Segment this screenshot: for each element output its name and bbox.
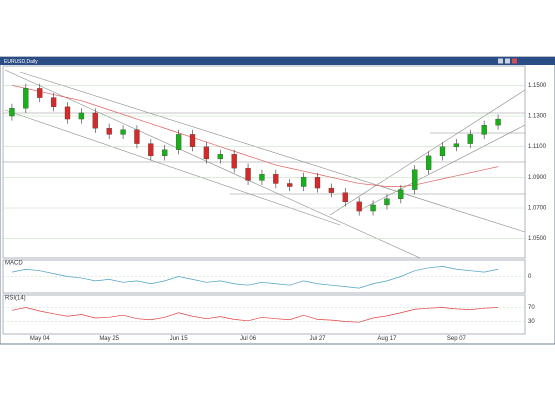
candle-body (9, 108, 15, 117)
candle-body (314, 177, 321, 189)
rsi-panel (2, 294, 526, 335)
channel-lines (3, 69, 526, 259)
candle-body (217, 154, 223, 160)
candle-body (50, 97, 57, 107)
candle-body (92, 112, 98, 129)
window-title: EURUSD,Daily (4, 59, 38, 65)
x-tick-label: May 04 (30, 336, 50, 342)
candle-body (300, 177, 307, 187)
candle-body (259, 174, 265, 181)
candle-body (287, 183, 293, 187)
close-button[interactable] (512, 58, 517, 64)
y-tick-label: 1.0900 (528, 175, 547, 181)
candle-body (148, 143, 154, 157)
candle-body (64, 106, 71, 120)
candle-body (106, 128, 112, 135)
panel-title: RSI(14) (5, 296, 26, 302)
candle-body (37, 88, 43, 98)
title-bar (0, 57, 555, 65)
y-tick-label: 1.0700 (528, 206, 547, 212)
x-tick-label: Jul 27 (309, 336, 326, 342)
candle-body (78, 112, 85, 120)
y-tick-label: 70 (528, 305, 535, 311)
y-tick-label: 30 (528, 319, 535, 325)
candle-body (412, 169, 418, 190)
candle-body (23, 88, 29, 109)
y-tick-label: 1.1500 (528, 83, 547, 89)
trend-line (4, 69, 421, 259)
indicator-line (11, 265, 499, 289)
trend-line (4, 109, 341, 226)
x-tick-label: Aug 17 (377, 336, 397, 342)
candle-body (370, 204, 376, 212)
candle-body (481, 125, 487, 135)
minimize-button[interactable] (498, 58, 503, 64)
candle-body (120, 129, 126, 135)
candle-body (231, 154, 237, 169)
candle-body (273, 174, 279, 184)
x-tick-label: May 25 (99, 336, 119, 342)
candle-body (439, 146, 446, 157)
candle-body (425, 155, 432, 170)
indicator-line (11, 307, 499, 323)
trend-line (19, 71, 526, 233)
y-tick-label: 1.0500 (528, 236, 547, 242)
trend-line (359, 124, 526, 211)
candle-body (189, 134, 196, 147)
candle-body (356, 201, 362, 212)
candle-body (134, 129, 140, 144)
candle-body (328, 187, 335, 193)
candle-body (495, 118, 501, 126)
maximize-button[interactable] (505, 58, 510, 64)
y-tick-label: 1.1300 (528, 114, 547, 120)
x-tick-label: Jul 06 (240, 336, 257, 342)
x-tick-label: Jun 15 (170, 336, 189, 342)
y-tick-label: 1.1100 (528, 144, 547, 150)
x-tick-label: Sep 07 (447, 336, 467, 342)
y-tick-label: 0 (528, 274, 532, 280)
candle-body (245, 167, 251, 181)
candle-body (398, 189, 404, 199)
candle-body (175, 134, 182, 150)
window-border (0, 56, 555, 345)
candle-body (384, 198, 390, 206)
candle-body (162, 149, 168, 157)
candle-body (453, 143, 460, 147)
candle-body (342, 192, 348, 203)
panel-title: MACD (5, 261, 23, 267)
candle-body (467, 134, 473, 144)
candle-body (203, 146, 210, 160)
